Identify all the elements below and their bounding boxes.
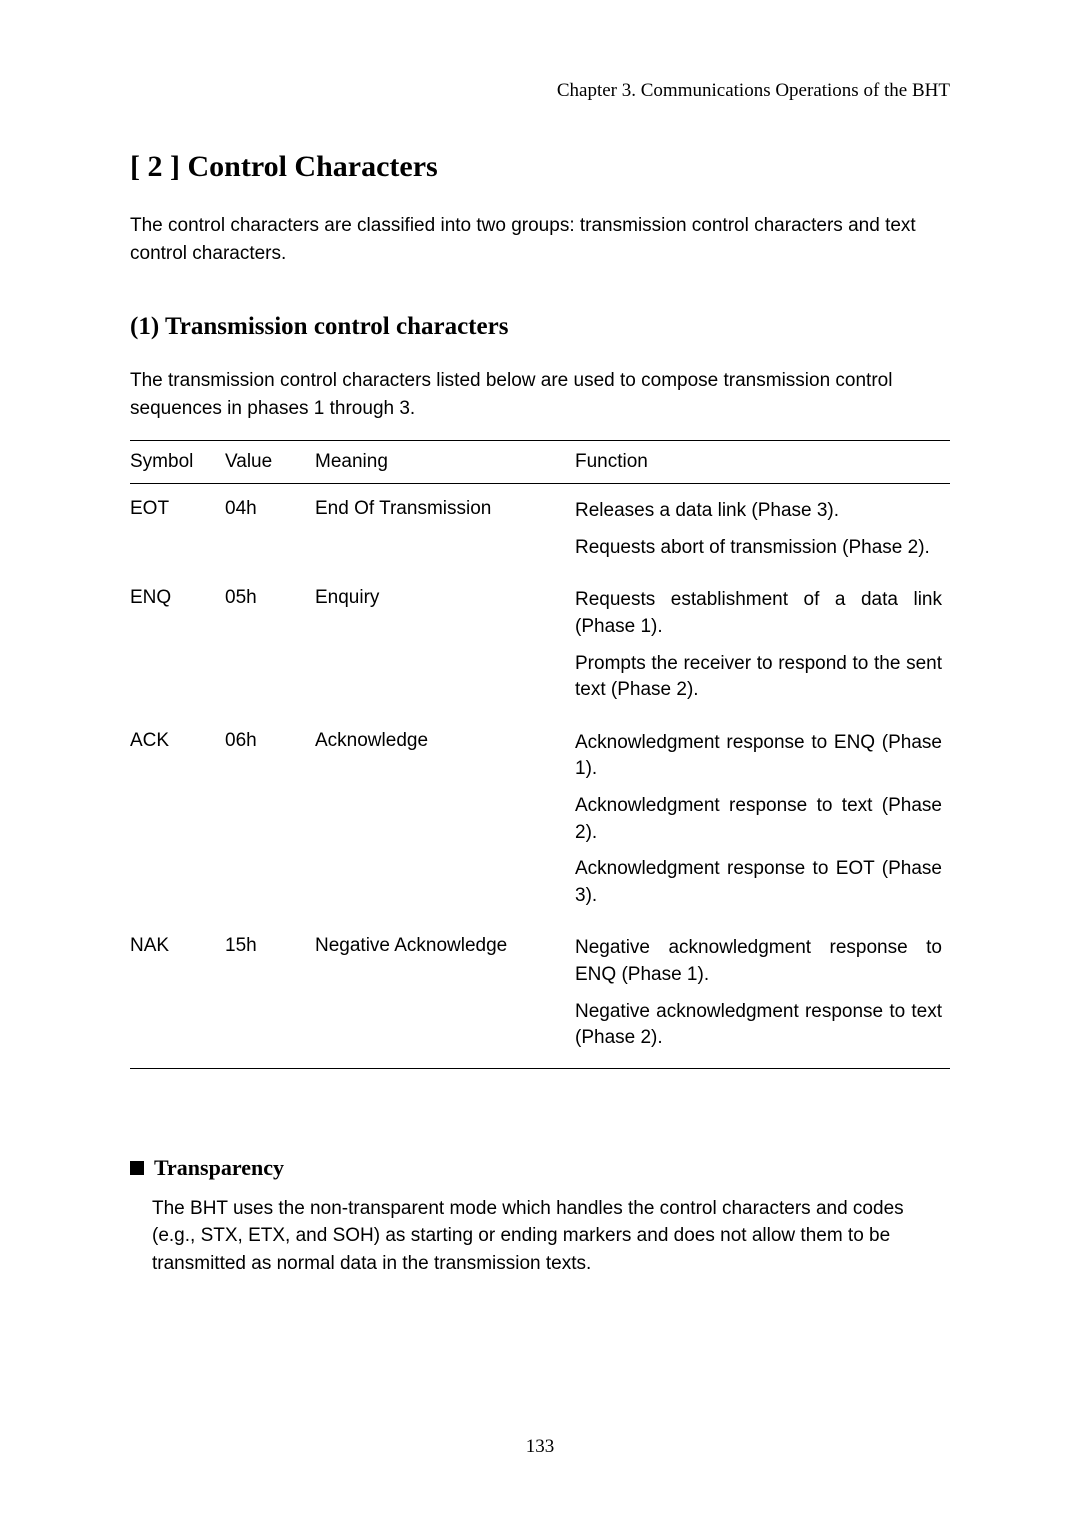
function-line: Acknowledgment response to text (Phase 2… [575,793,942,846]
cell-symbol: NAK [130,921,225,1068]
square-bullet-icon [130,1161,144,1175]
page-number: 133 [0,1436,1080,1458]
function-line: Acknowledgment response to EOT (Phase 3)… [575,856,942,909]
header-value: Value [225,441,315,484]
header-meaning: Meaning [315,441,575,484]
function-line: Prompts the receiver to respond to the s… [575,651,942,704]
control-characters-table: Symbol Value Meaning Function EOT04hEnd … [130,440,950,1069]
table-row: EOT04hEnd Of TransmissionReleases a data… [130,484,950,574]
cell-function: Requests establishment of a data link (P… [575,573,950,715]
cell-value: 06h [225,716,315,922]
cell-function: Releases a data link (Phase 3). Requests … [575,484,950,574]
table-header-row: Symbol Value Meaning Function [130,441,950,484]
table-row: ACK06hAcknowledgeAcknowledgment response… [130,716,950,922]
function-line: Acknowledgment response to ENQ (Phase 1)… [575,730,942,783]
intro-paragraph: The control characters are classified in… [130,212,950,267]
chapter-header: Chapter 3. Communications Operations of … [130,80,950,102]
cell-value: 05h [225,573,315,715]
cell-meaning: End Of Transmission [315,484,575,574]
function-line: Requests establishment of a data link (P… [575,587,942,640]
transparency-heading-text: Transparency [154,1155,284,1181]
function-line: Negative acknowledgment response to text… [575,999,942,1052]
cell-symbol: ENQ [130,573,225,715]
cell-symbol: ACK [130,716,225,922]
subsection-intro: The transmission control characters list… [130,367,950,422]
header-function: Function [575,441,950,484]
cell-function: Negative acknowledgment response to ENQ … [575,921,950,1068]
function-line: Negative acknowledgment response to ENQ … [575,935,942,988]
cell-meaning: Acknowledge [315,716,575,922]
cell-meaning: Enquiry [315,573,575,715]
function-line: Releases a data link (Phase 3). [575,498,942,525]
cell-meaning: Negative Acknowledge [315,921,575,1068]
transparency-body: The BHT uses the non-transparent mode wh… [152,1195,950,1278]
table-row: ENQ05hEnquiryRequests establishment of a… [130,573,950,715]
section-title: [ 2 ] Control Characters [130,150,950,184]
cell-symbol: EOT [130,484,225,574]
transparency-section: Transparency The BHT uses the non-transp… [130,1155,950,1278]
subsection-title: (1) Transmission control characters [130,313,950,341]
cell-value: 15h [225,921,315,1068]
header-symbol: Symbol [130,441,225,484]
transparency-heading: Transparency [130,1155,950,1181]
cell-function: Acknowledgment response to ENQ (Phase 1)… [575,716,950,922]
function-line: Requests abort of transmission (Phase 2)… [575,535,942,562]
table-row: NAK15hNegative AcknowledgeNegative ackno… [130,921,950,1068]
cell-value: 04h [225,484,315,574]
